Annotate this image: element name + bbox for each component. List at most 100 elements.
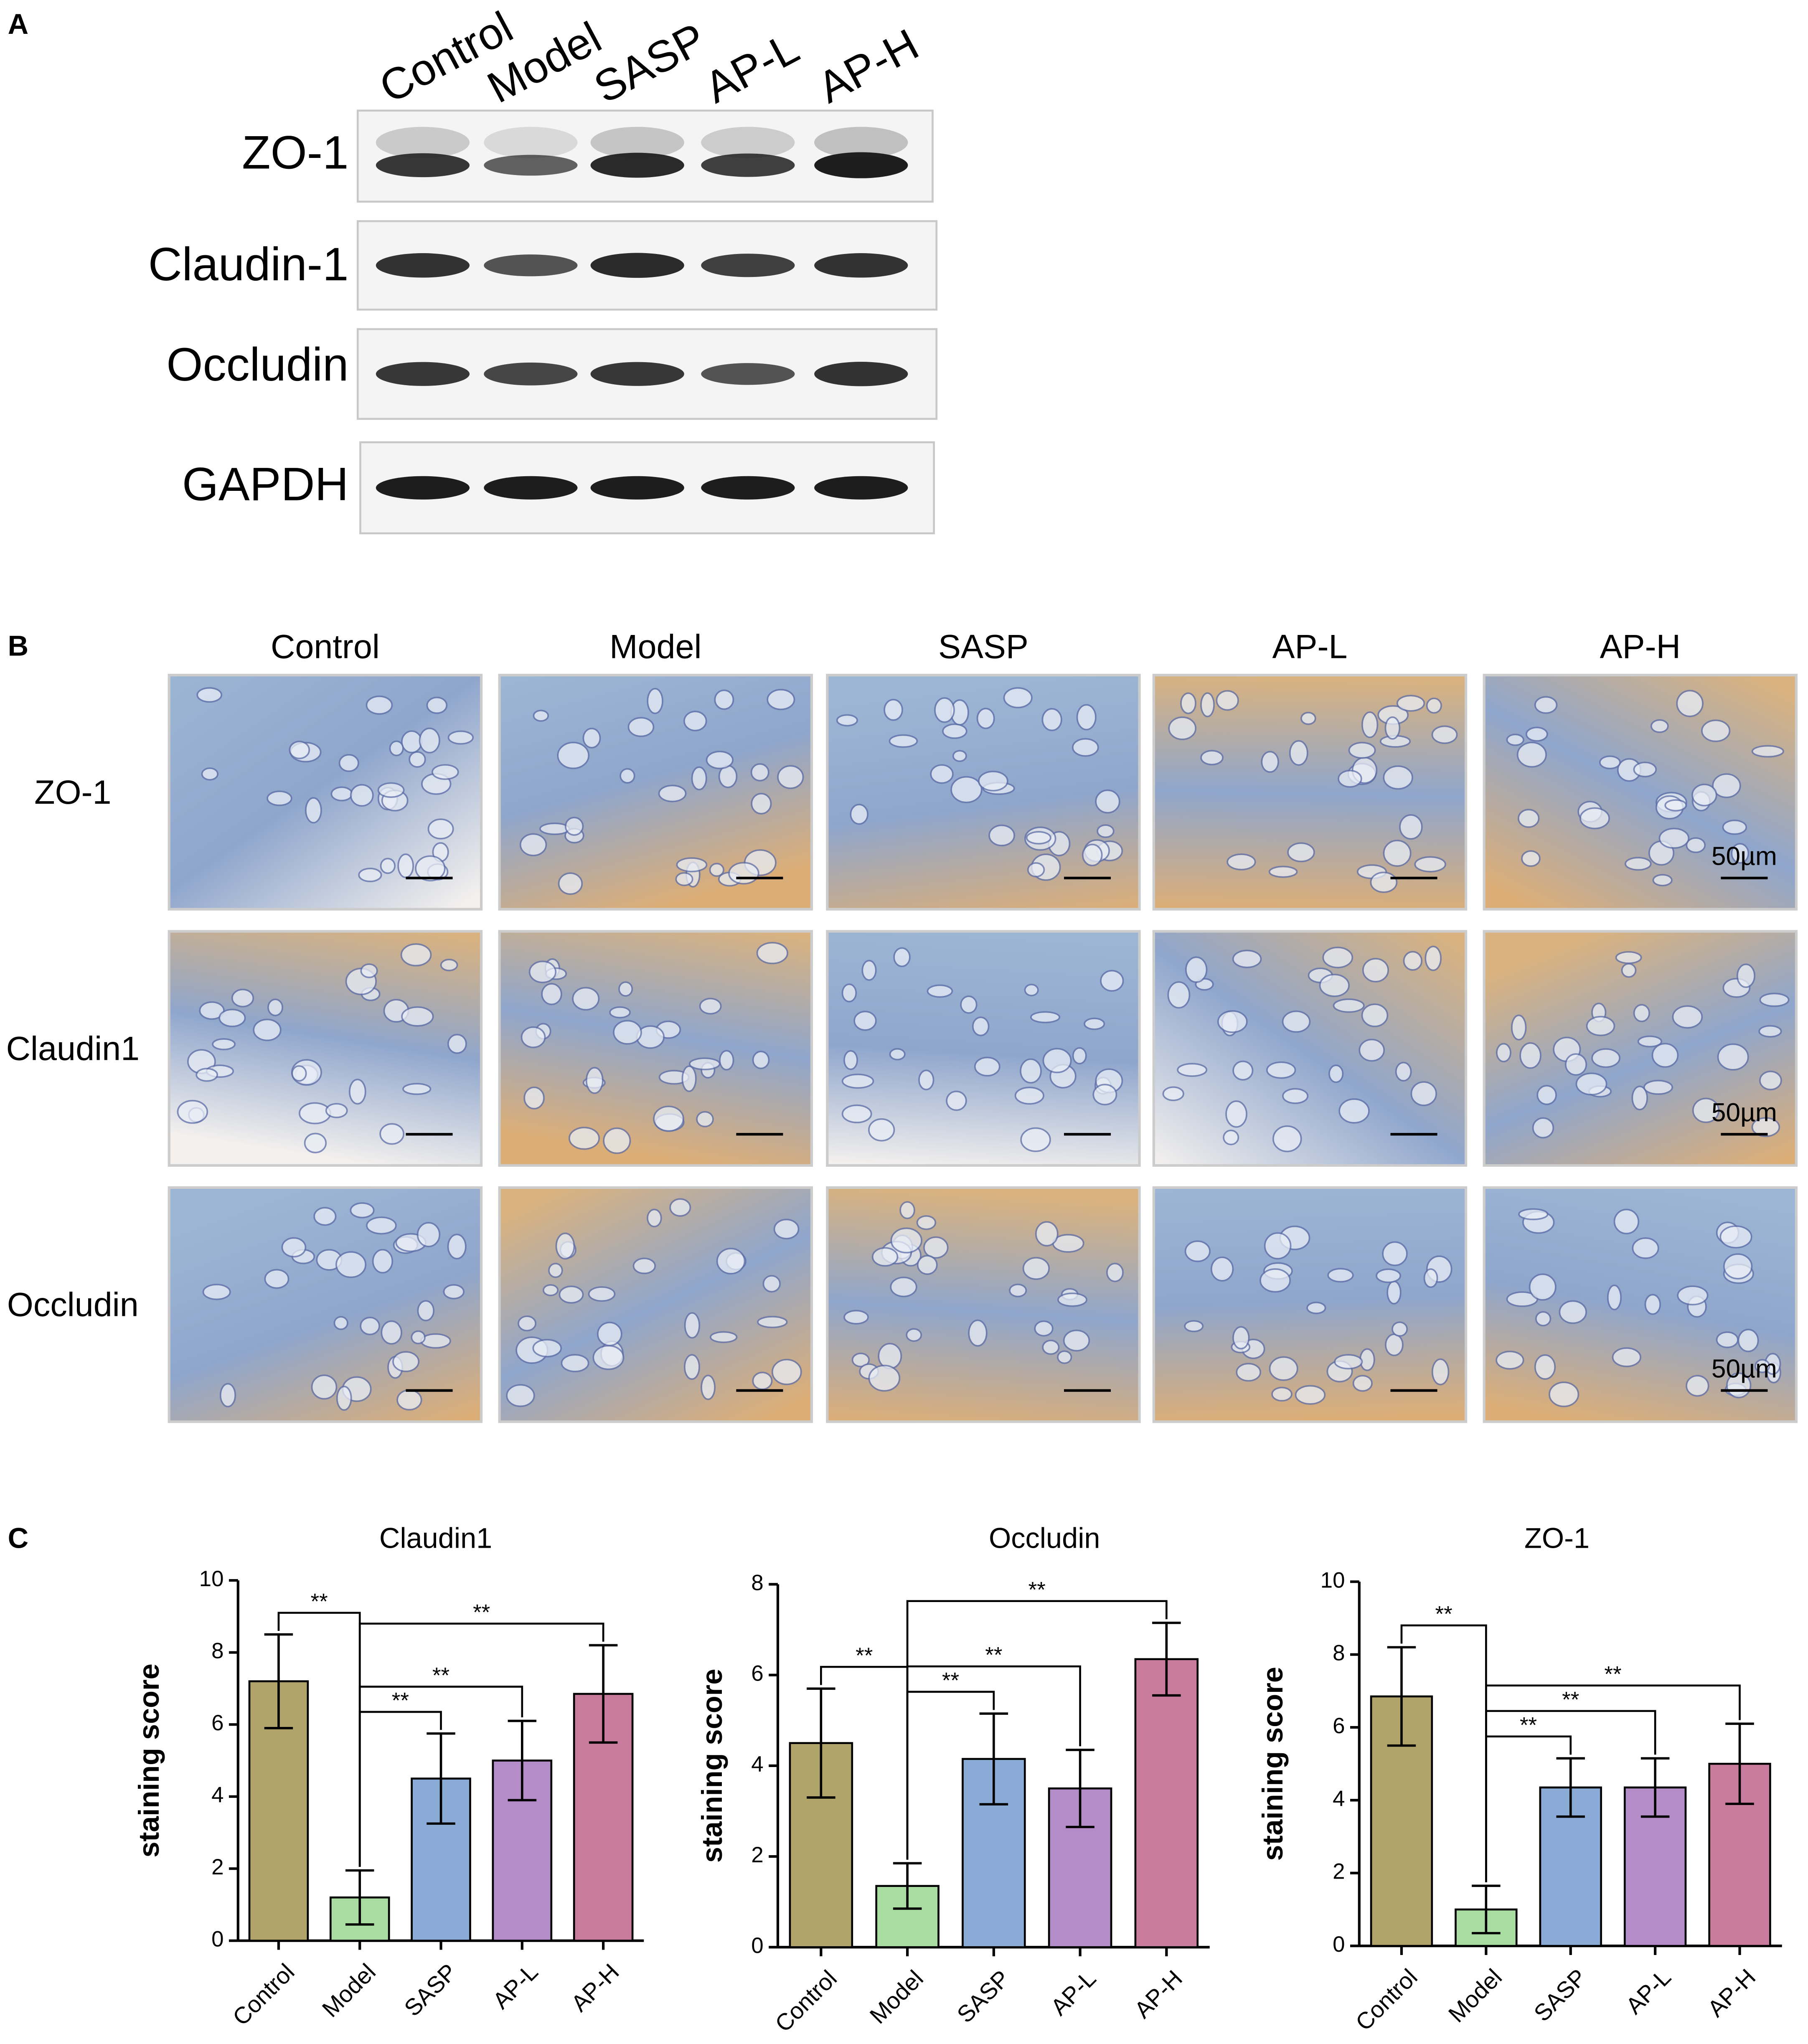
crypt: [1295, 1385, 1326, 1405]
crypt: [1511, 1014, 1527, 1041]
crypt: [1259, 1268, 1291, 1293]
crypt: [1097, 824, 1115, 838]
crypt: [1185, 956, 1208, 983]
crypt: [1177, 1063, 1208, 1077]
crypt: [1200, 750, 1224, 766]
crypt: [212, 1038, 236, 1051]
crypt: [1517, 809, 1540, 828]
crypt: [426, 696, 448, 714]
crypt: [771, 1358, 802, 1385]
crypt: [1559, 1300, 1587, 1324]
y-tick-label: 0: [211, 1927, 223, 1952]
crypt: [333, 1316, 348, 1330]
crypt: [658, 785, 687, 802]
crypt: [978, 770, 1008, 792]
error-bar: [1725, 1722, 1754, 1805]
blot-band: [590, 253, 684, 278]
crypt: [1534, 1354, 1556, 1380]
crypt: [304, 1132, 327, 1153]
crypt: [899, 1201, 915, 1219]
crypt: [675, 872, 693, 886]
crypt: [1548, 1381, 1579, 1407]
crypt: [528, 960, 557, 983]
crypt: [1664, 799, 1687, 812]
crypt: [752, 1051, 770, 1069]
error-bar: [1152, 1622, 1181, 1697]
crypt: [401, 730, 423, 754]
crypt: [1579, 807, 1610, 830]
crypt: [1631, 1085, 1648, 1111]
crypt: [372, 1249, 394, 1274]
crypt: [1717, 1043, 1749, 1071]
blot-band: [814, 362, 908, 386]
crypt: [523, 1087, 545, 1110]
crypt: [1496, 1351, 1524, 1370]
column-label: SASP: [938, 628, 1028, 666]
crypt: [1063, 1329, 1090, 1352]
y-tick-label: 8: [1333, 1641, 1345, 1666]
crypt: [588, 1286, 616, 1302]
crypt: [518, 1315, 537, 1332]
crypt: [1692, 1097, 1720, 1123]
crypt: [773, 1219, 800, 1239]
y-tick-label: 8: [211, 1639, 223, 1663]
crypt: [952, 750, 967, 762]
crypt: [762, 1275, 781, 1293]
crypt: [196, 1068, 218, 1082]
blot-band: [701, 153, 795, 177]
crypt: [1334, 1354, 1363, 1370]
crypt: [1521, 850, 1541, 867]
crypt: [572, 987, 600, 1011]
crypt: [1723, 1253, 1753, 1280]
column-label: Model: [609, 628, 701, 666]
crypt: [1282, 1088, 1309, 1104]
crypt: [861, 960, 877, 981]
histology-image: [1483, 673, 1798, 911]
crypt: [447, 1033, 467, 1054]
crypt: [1328, 1064, 1344, 1083]
crypt: [1525, 726, 1548, 742]
blot-smear: [814, 127, 908, 158]
crypt: [777, 765, 804, 789]
crypt: [1536, 1085, 1557, 1105]
crypt: [1261, 751, 1279, 773]
crypt: [1633, 762, 1657, 777]
crypt: [366, 695, 393, 715]
crypt: [1712, 773, 1741, 798]
crypt: [878, 1343, 902, 1369]
row-label: ZO-1: [34, 774, 111, 811]
crypt: [335, 1251, 367, 1278]
crypt: [1535, 1311, 1552, 1327]
crypt: [1232, 1060, 1254, 1081]
crypt: [751, 792, 772, 815]
crypt: [1223, 1130, 1239, 1145]
blot-smear: [484, 127, 578, 158]
column-label: Control: [271, 628, 380, 666]
crypt: [1020, 1058, 1042, 1084]
blot-band: [814, 253, 908, 278]
crypt: [267, 790, 292, 806]
crypt: [1633, 1004, 1650, 1022]
crypt: [1300, 711, 1316, 725]
crypt: [683, 1354, 700, 1380]
crypt: [299, 1102, 331, 1125]
crypt: [289, 740, 310, 759]
crypt: [1621, 963, 1637, 978]
crypt: [647, 1209, 662, 1228]
crypt: [1287, 842, 1315, 863]
crypt: [440, 959, 458, 972]
crypt: [1676, 690, 1704, 717]
crypt: [1399, 814, 1423, 840]
crypt: [627, 717, 655, 737]
crypt: [336, 1386, 352, 1411]
crypt: [218, 1008, 246, 1027]
crypt: [950, 776, 983, 803]
crypt: [542, 1284, 559, 1296]
crypt: [313, 1207, 337, 1226]
crypt: [1658, 828, 1690, 849]
crypt: [1225, 1100, 1247, 1128]
y-axis-label: staining score: [1257, 1667, 1289, 1861]
protein-label: Claudin-1: [148, 238, 349, 290]
crypt: [519, 833, 547, 856]
crypt: [366, 1216, 397, 1235]
